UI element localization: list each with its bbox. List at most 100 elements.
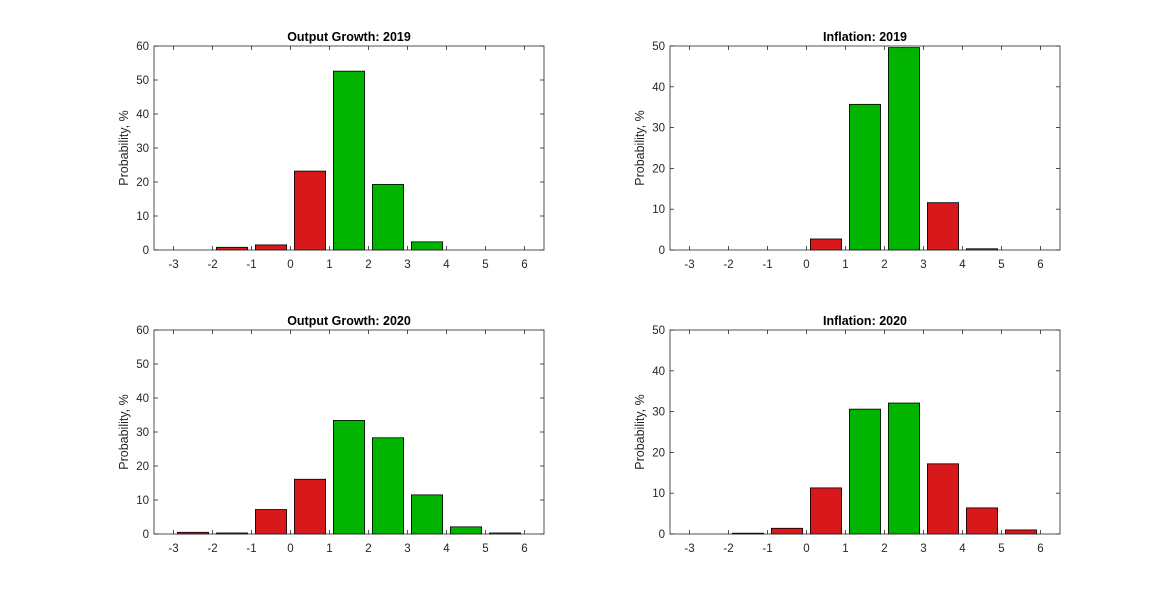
- y-tick-label: 10: [652, 488, 665, 500]
- bar: [371, 183, 404, 251]
- y-tick-label: 50: [652, 41, 665, 53]
- x-tick-label: 6: [1037, 259, 1043, 271]
- bar: [410, 494, 443, 535]
- bar: [410, 241, 443, 251]
- y-tick-label: 0: [143, 245, 149, 257]
- y-axis-label: Probability, %: [117, 394, 131, 470]
- y-tick-label: 30: [136, 143, 149, 155]
- y-tick-label: 40: [136, 393, 149, 405]
- x-tick-label: 2: [881, 543, 887, 555]
- x-tick-label: 4: [959, 259, 966, 271]
- axis-frame: [669, 45, 1061, 251]
- x-tick-label: 6: [1037, 543, 1043, 555]
- x-tick-label: -1: [762, 543, 772, 555]
- x-tick-label: 1: [842, 259, 848, 271]
- bar: [1005, 529, 1038, 535]
- y-tick-label: 40: [136, 109, 149, 121]
- x-tick-label: 0: [803, 259, 809, 271]
- bar: [810, 238, 843, 251]
- bar: [888, 402, 921, 535]
- bar: [771, 527, 804, 535]
- x-tick-label: -3: [168, 543, 178, 555]
- y-axis-label: Probability, %: [633, 110, 647, 186]
- x-tick-label: 1: [326, 259, 332, 271]
- y-tick-label: 60: [136, 41, 149, 53]
- y-axis-label: Probability, %: [633, 394, 647, 470]
- bar: [888, 47, 921, 251]
- bar: [332, 420, 365, 535]
- y-tick-label: 0: [143, 529, 149, 541]
- x-tick-label: 3: [404, 259, 410, 271]
- bar: [254, 244, 287, 251]
- x-tick-label: 2: [365, 259, 371, 271]
- y-tick-label: 30: [652, 123, 665, 135]
- x-tick-label: 1: [842, 543, 848, 555]
- x-tick-label: -2: [723, 543, 733, 555]
- x-tick-label: 4: [959, 543, 966, 555]
- x-tick-label: 3: [404, 543, 410, 555]
- x-tick-label: 0: [287, 259, 293, 271]
- x-tick-label: 0: [287, 543, 293, 555]
- y-tick-label: 50: [136, 75, 149, 87]
- chart-inflation-2019: -3 -2 -1 0 1 2 3 4 5 6 0 10 20 30 40 50 Inflation: 2019 P…: [633, 30, 1061, 271]
- y-tick-label: 20: [652, 163, 665, 175]
- y-tick-label: 10: [136, 495, 149, 507]
- y-axis-label: Probability, %: [117, 110, 131, 186]
- y-tick-label: 20: [652, 447, 665, 459]
- bar: [371, 437, 404, 535]
- y-tick-label: 20: [136, 177, 149, 189]
- bar: [293, 478, 326, 535]
- bar: [293, 170, 326, 251]
- bar: [849, 103, 882, 251]
- chart-title: Output Growth: 2020: [287, 314, 411, 328]
- x-tick-label: 5: [482, 259, 488, 271]
- bar: [449, 526, 482, 535]
- x-tick-label: -2: [723, 259, 733, 271]
- x-tick-label: -3: [684, 543, 694, 555]
- x-tick-label: -1: [762, 259, 772, 271]
- y-tick-label: 0: [659, 245, 665, 257]
- bar: [849, 408, 882, 535]
- chart-inflation-2020: -3 -2 -1 0 1 2 3 4 5 6 0 10 20 30 40 50 Inflation: 2020 P…: [633, 314, 1061, 555]
- x-tick-label: 5: [998, 259, 1004, 271]
- chart-title: Inflation: 2019: [823, 30, 907, 44]
- axis-frame: [669, 329, 1061, 535]
- x-tick-label: 6: [521, 543, 527, 555]
- bar: [332, 70, 365, 251]
- bar: [215, 246, 248, 251]
- bar: [254, 509, 287, 535]
- x-tick-label: 4: [443, 259, 450, 271]
- x-tick-label: -2: [207, 259, 217, 271]
- x-tick-label: -2: [207, 543, 217, 555]
- x-tick-label: 0: [803, 543, 809, 555]
- y-tick-label: 30: [652, 407, 665, 419]
- y-tick-label: 10: [136, 211, 149, 223]
- x-tick-label: -3: [684, 259, 694, 271]
- x-tick-label: 3: [920, 259, 926, 271]
- y-tick-label: 60: [136, 325, 149, 337]
- x-tick-label: -1: [246, 259, 256, 271]
- x-tick-label: 5: [998, 543, 1004, 555]
- bar: [927, 202, 960, 251]
- y-tick-label: 50: [652, 325, 665, 337]
- y-tick-label: 10: [652, 204, 665, 216]
- y-tick-label: 40: [652, 366, 665, 378]
- bar: [810, 487, 843, 535]
- x-tick-label: 2: [365, 543, 371, 555]
- y-tick-label: 50: [136, 359, 149, 371]
- y-tick-label: 20: [136, 461, 149, 473]
- x-tick-label: 6: [521, 259, 527, 271]
- chart-title: Inflation: 2020: [823, 314, 907, 328]
- bar: [927, 463, 960, 535]
- x-tick-label: 3: [920, 543, 926, 555]
- x-tick-label: 4: [443, 543, 450, 555]
- x-tick-label: -3: [168, 259, 178, 271]
- x-tick-label: 2: [881, 259, 887, 271]
- x-tick-label: 1: [326, 543, 332, 555]
- y-tick-label: 0: [659, 529, 665, 541]
- chart-title: Output Growth: 2019: [287, 30, 411, 44]
- y-tick-label: 30: [136, 427, 149, 439]
